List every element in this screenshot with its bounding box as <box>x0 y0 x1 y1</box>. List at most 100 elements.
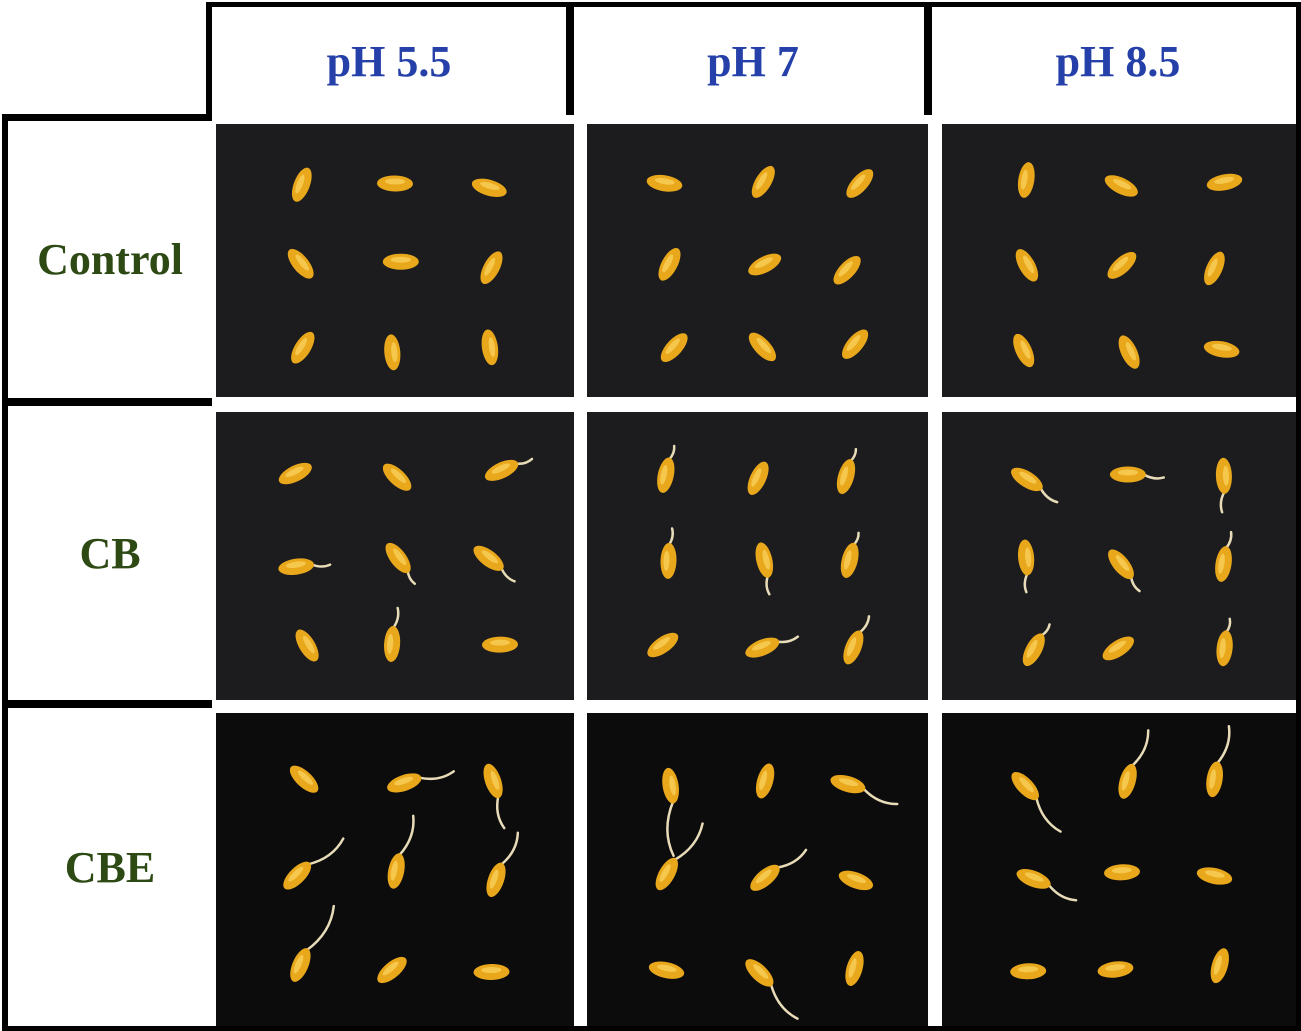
seed <box>660 527 677 579</box>
germination-photo-cb-col3 <box>942 412 1296 700</box>
seed <box>1016 869 1078 902</box>
seed <box>1104 175 1138 197</box>
seed <box>291 331 315 364</box>
germination-photo-cb-col2 <box>587 412 928 700</box>
seed <box>483 763 506 830</box>
seed <box>745 959 799 1020</box>
seed <box>382 463 412 491</box>
seed <box>377 956 407 984</box>
germination-photo-control-col3 <box>942 124 1296 397</box>
seed <box>748 332 776 362</box>
seed <box>842 329 869 359</box>
frame-bottom <box>2 1026 1301 1031</box>
seed <box>1204 251 1225 286</box>
germination-photo-control-col1 <box>216 124 574 397</box>
seed <box>291 167 312 202</box>
seed <box>1102 636 1135 661</box>
seed <box>657 444 676 493</box>
seed <box>750 848 808 891</box>
seed <box>287 248 314 279</box>
seed <box>747 461 769 495</box>
seed <box>1017 539 1035 594</box>
row-label-text: Control <box>37 235 183 284</box>
column-header-ph-8-5: pH 8.5 <box>940 7 1296 115</box>
seed <box>385 542 417 586</box>
seed <box>1118 335 1140 369</box>
seed <box>387 814 415 889</box>
germination-photo-cb-col1 <box>216 412 574 700</box>
row-label-text: CBE <box>64 842 156 892</box>
column-header-ph-5-5: pH 5.5 <box>212 7 574 115</box>
seed <box>647 632 679 658</box>
seed <box>662 767 679 858</box>
seed <box>1013 333 1035 368</box>
germination-photo-cbe-col3 <box>942 713 1296 1026</box>
seed <box>836 447 858 495</box>
seed <box>473 545 516 583</box>
seed <box>1206 173 1243 191</box>
frame-right <box>1296 2 1301 1031</box>
seed <box>658 247 681 281</box>
seed <box>648 961 685 979</box>
seed <box>387 770 455 793</box>
seed <box>751 165 775 198</box>
frame-left-rows <box>2 114 8 1028</box>
seed <box>748 253 782 276</box>
seed <box>484 457 534 481</box>
frame-left-header <box>206 2 212 118</box>
seed <box>1215 530 1233 582</box>
seed <box>384 606 401 662</box>
seed <box>833 255 861 285</box>
seed <box>1203 340 1240 358</box>
seed <box>1022 623 1051 667</box>
seed <box>745 635 800 658</box>
row-label-cbe: CBE <box>8 708 212 1026</box>
seed <box>1216 617 1233 667</box>
column-header-ph-7: pH 7 <box>582 7 932 115</box>
seed <box>480 251 503 285</box>
row-label-text: CB <box>79 528 141 578</box>
seed <box>1108 549 1141 593</box>
seed <box>1109 466 1166 483</box>
seed <box>655 822 704 891</box>
seed <box>845 951 864 986</box>
seed <box>1017 162 1035 198</box>
frame-top <box>206 2 1301 7</box>
frame-row-sep-1 <box>2 398 212 406</box>
seed <box>755 542 774 596</box>
seed <box>1210 948 1229 984</box>
seed <box>660 333 688 363</box>
seed <box>1196 867 1233 885</box>
column-header-label: pH 5.5 <box>326 36 452 86</box>
seed <box>377 175 413 192</box>
row-label-cb: CB <box>8 406 212 700</box>
germination-photo-cbe-col1 <box>216 713 574 1026</box>
column-header-label: pH 8.5 <box>1055 36 1181 86</box>
seed <box>1104 864 1140 881</box>
seed <box>295 629 319 662</box>
seed <box>843 615 871 665</box>
seed <box>846 169 874 198</box>
seed <box>481 329 499 366</box>
seed <box>830 774 899 806</box>
seed <box>384 334 401 371</box>
seed <box>471 178 507 197</box>
seed <box>1215 457 1232 514</box>
frame-row-top <box>2 114 212 121</box>
seed <box>838 870 874 891</box>
seed <box>482 636 518 653</box>
seed <box>283 837 345 890</box>
seed <box>289 765 319 793</box>
seed <box>278 558 332 576</box>
seed <box>278 462 312 485</box>
germination-photo-control-col2 <box>587 124 928 397</box>
seed <box>1206 724 1231 798</box>
seed <box>1107 251 1137 279</box>
column-header-label: pH 7 <box>707 36 799 86</box>
seed <box>290 904 336 982</box>
seed <box>1118 729 1150 799</box>
germination-photo-cbe-col2 <box>587 713 928 1026</box>
seed <box>646 174 683 192</box>
seed <box>1010 963 1047 980</box>
seed <box>1011 467 1059 504</box>
